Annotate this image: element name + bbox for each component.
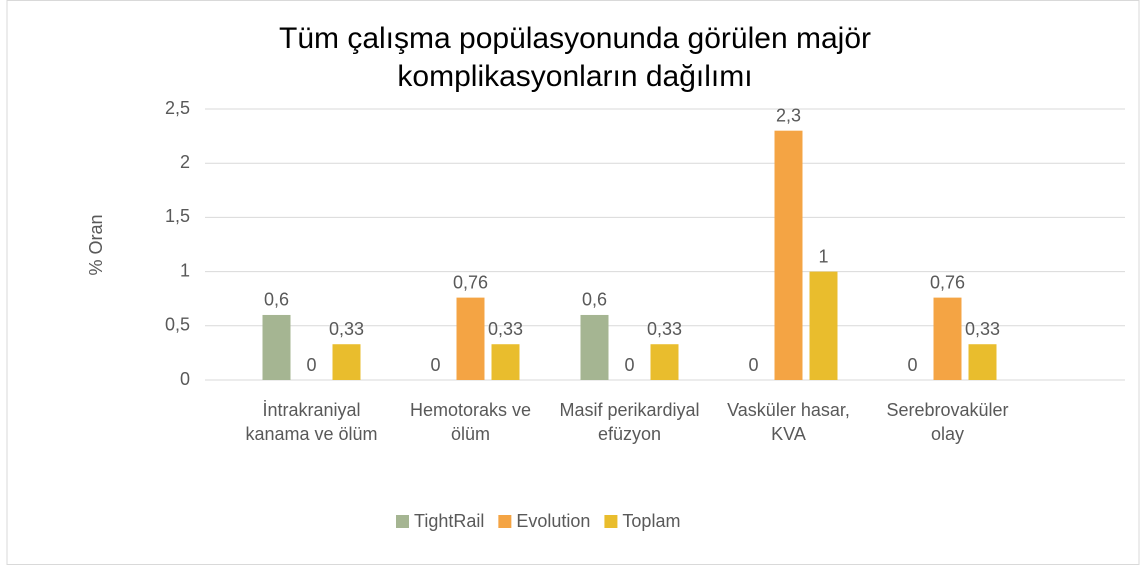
x-tick-label: İntrakraniyal kanama ve ölüm: [245, 400, 378, 444]
bar: [933, 297, 962, 380]
data-label: 0,33: [647, 319, 682, 339]
data-label: 0: [306, 355, 316, 375]
y-tick-label: 0: [180, 369, 190, 389]
data-label: 0,6: [264, 290, 289, 310]
x-tick-box: Vasküler hasar, KVA: [727, 400, 850, 444]
x-tick-box: Masif perikardiyal efüzyon: [559, 400, 700, 444]
data-label: 1: [818, 246, 828, 266]
data-label: 0,33: [965, 319, 1000, 339]
bar: [809, 271, 838, 380]
x-tick-label: Hemotoraks ve ölüm: [409, 400, 532, 444]
data-label: 0,33: [488, 319, 523, 339]
title-box: Tüm çalışma popülasyonunda görülen majör…: [279, 22, 871, 93]
legend-swatch: [604, 515, 618, 528]
chart-title: Tüm çalışma popülasyonunda görülen majör…: [279, 22, 871, 93]
bar: [456, 297, 485, 380]
data-label: 0: [748, 355, 758, 375]
y-axis-label: % Oran: [86, 214, 106, 275]
x-tick-box: İntrakraniyal kanama ve ölüm: [245, 400, 378, 444]
data-label: 0,76: [930, 272, 965, 292]
legend-swatch: [396, 515, 409, 528]
y-tick-label: 2: [180, 152, 190, 172]
legend-swatch: [498, 515, 512, 528]
legend-label: TightRail: [414, 511, 484, 531]
data-label: 0: [907, 355, 917, 375]
y-tick-label: 2,5: [165, 98, 190, 118]
bar: [580, 314, 609, 380]
bar: [774, 130, 803, 380]
x-tick-label: Vasküler hasar, KVA: [727, 400, 850, 444]
x-tick-label: Masif perikardiyal efüzyon: [559, 400, 700, 444]
y-tick-label: 1: [180, 260, 190, 280]
bar: [650, 344, 679, 380]
chart-border: [6, 0, 1140, 565]
x-tick-box: Hemotoraks ve ölüm: [409, 400, 532, 444]
data-label: 0: [624, 355, 634, 375]
x-tick-box: Serebrovaküler olay: [886, 400, 1009, 444]
y-tick-label: 1,5: [165, 206, 190, 226]
bar: [262, 314, 291, 380]
data-label: 0,33: [329, 319, 364, 339]
data-label: 2,3: [776, 105, 801, 125]
y-tick-label: 0,5: [165, 315, 190, 335]
bar: [968, 344, 997, 380]
legend-label: Evolution: [516, 511, 590, 531]
legend-label: Toplam: [622, 511, 680, 531]
x-tick-label: Serebrovaküler olay: [886, 400, 1009, 444]
bar: [332, 344, 361, 380]
data-label: 0,76: [453, 272, 488, 292]
data-label: 0: [430, 355, 440, 375]
bar: [491, 344, 520, 380]
data-label: 0,6: [582, 290, 607, 310]
